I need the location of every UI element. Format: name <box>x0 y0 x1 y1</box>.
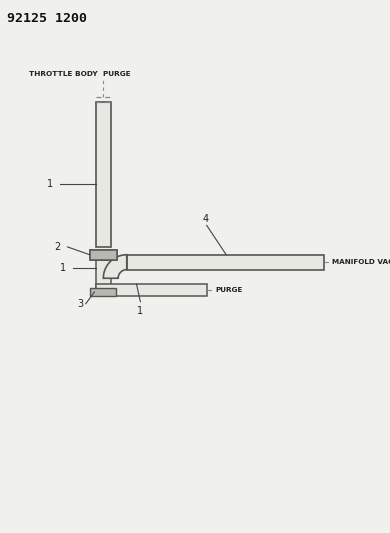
Polygon shape <box>96 102 111 247</box>
Text: THROTTLE BODY  PURGE: THROTTLE BODY PURGE <box>29 71 131 77</box>
Text: 1: 1 <box>137 306 144 316</box>
Polygon shape <box>96 284 207 296</box>
Text: PURGE: PURGE <box>215 287 243 293</box>
Text: 1: 1 <box>46 179 53 189</box>
Text: 3: 3 <box>78 298 84 309</box>
Text: 1: 1 <box>60 263 66 273</box>
Polygon shape <box>90 249 117 260</box>
Polygon shape <box>96 260 111 288</box>
Text: 4: 4 <box>203 214 209 224</box>
Polygon shape <box>127 255 324 270</box>
Text: 92125 1200: 92125 1200 <box>7 12 87 25</box>
Text: 2: 2 <box>54 242 60 252</box>
Polygon shape <box>96 260 111 278</box>
Polygon shape <box>103 255 127 278</box>
Polygon shape <box>90 249 117 260</box>
Polygon shape <box>90 288 116 295</box>
Text: MANIFOLD VACUUM: MANIFOLD VACUUM <box>332 259 390 265</box>
